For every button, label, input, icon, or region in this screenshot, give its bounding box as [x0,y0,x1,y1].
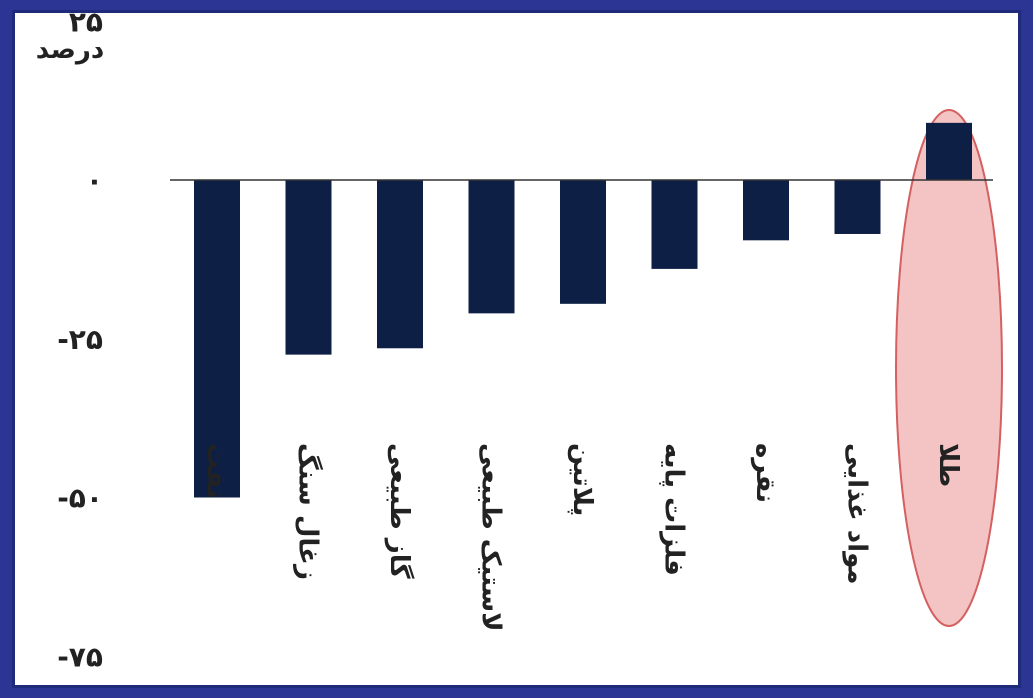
category-label: مواد غذایی [842,443,872,584]
category-label: زغال سنگ [293,443,324,580]
y-tick-label: -۵۰ [57,482,103,515]
bar [834,180,881,234]
category-label: پلاتین [567,443,597,516]
bar [743,180,789,241]
bar [926,122,972,180]
highlight-ellipse [895,109,1003,627]
y-tick-label: -۷۵ [57,640,103,673]
chart-frame: درصد ۲۵ ۰ -۲۵ -۵۰ -۷۵ نفت زغال سنگ گاز طبیعی لاست… [12,10,1021,688]
y-tick-label: ۲۵ [69,13,103,38]
bar [194,180,240,498]
category-label: فلزات پایه [659,443,689,576]
bar [468,180,515,314]
bar [560,180,606,304]
bar [377,180,423,349]
bar [651,180,698,269]
category-label: گاز طبیعی [384,443,415,579]
category-label: طلا [933,443,963,487]
y-tick-label: ۰ [86,164,103,197]
bar [285,180,332,355]
category-label: نفت [201,443,231,499]
y-tick-label: -۲۵ [57,323,103,356]
y-axis-label: درصد [36,35,104,65]
category-label: لاستیک طبیعی [476,443,506,632]
category-label: نقره [750,443,780,503]
